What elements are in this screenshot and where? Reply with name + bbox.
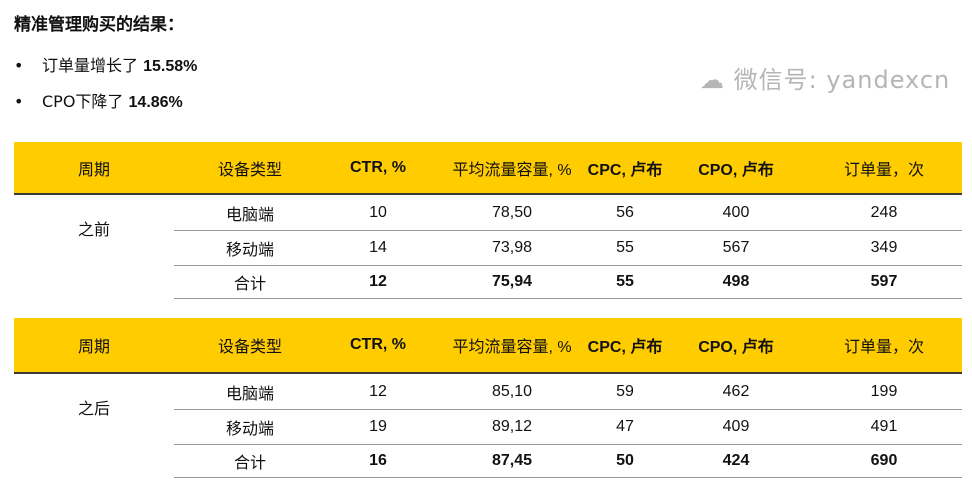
column-header: 订单量，次: [843, 161, 924, 179]
table-header: 周期 设备类型 CTR, % 平均流量容量, % CPC, 卢布 CPO, 卢布 订单量，次: [14, 318, 962, 374]
column-header: 平均流量容量, %: [452, 161, 572, 179]
table-cell: 19: [369, 418, 387, 435]
column-header: CTR, %: [350, 158, 406, 176]
table-cell: 56: [616, 203, 634, 221]
table-cell: 合计: [233, 455, 266, 472]
table-cell: 400: [722, 203, 750, 221]
table-cell: 12: [369, 382, 387, 400]
table-cell: 16: [369, 452, 387, 469]
table-cell: 349: [870, 239, 898, 256]
wechat-watermark: ☁ 微信号: yandexcn: [700, 60, 950, 95]
table-header: 周期 设备类型 CTR, % 平均流量容量, % CPC, 卢布 CPO, 卢布 订单量，次: [14, 142, 962, 195]
table-cell: 597: [870, 273, 898, 290]
table-cell: 462: [722, 382, 750, 400]
bullet-cpo: • CPO下降了 14.86%: [14, 88, 183, 112]
table-cell: 424: [722, 452, 750, 469]
table-row: 移动端 19 89,12 47 409 491: [174, 410, 962, 445]
table-cell: 55: [616, 239, 634, 256]
table-cell: 89,12: [491, 418, 533, 435]
bullet-text: 订单量增长了: [42, 56, 144, 75]
table-cell: 87,45: [491, 452, 533, 469]
bullet-dot: •: [14, 92, 24, 111]
table-cell: 14: [369, 239, 387, 256]
table-cell: 199: [870, 382, 898, 400]
table-cell: 491: [870, 418, 898, 435]
table-cell: 85,10: [491, 382, 533, 400]
table-cell: 75,94: [491, 273, 533, 290]
table-cell: 12: [369, 273, 387, 290]
bullet-orders: • 订单量增长了 15.58%: [14, 52, 197, 76]
column-header: CPC, 卢布: [587, 161, 663, 179]
period-label: 之前: [77, 219, 110, 239]
table-row: 电脑端 10 78,50 56 400 248: [174, 195, 962, 231]
table-cell: 498: [722, 273, 750, 290]
table-cell: 409: [722, 418, 750, 435]
column-header: 周期: [77, 339, 110, 356]
table-cell: 电脑端: [225, 385, 274, 403]
table-row: 合计 12 75,94 55 498 597: [174, 266, 962, 299]
results-table-before: 周期 设备类型 CTR, % 平均流量容量, % CPC, 卢布 CPO, 卢布 订单量，次…: [14, 142, 962, 299]
column-header: CTR, %: [350, 336, 406, 353]
table-cell: 690: [870, 452, 898, 469]
table-cell: 567: [722, 239, 750, 256]
table-row: 合计 16 87,45 50 424 690: [174, 445, 962, 478]
watermark-text: 微信号: yandexcn: [733, 66, 951, 94]
column-header: 周期: [77, 161, 110, 179]
column-header: CPO, 卢布: [698, 161, 774, 179]
table-row: 电脑端 12 85,10 59 462 199: [174, 374, 962, 410]
results-table-after: 周期 设备类型 CTR, % 平均流量容量, % CPC, 卢布 CPO, 卢布 订单量，次…: [14, 318, 962, 478]
table-cell: 移动端: [225, 242, 274, 259]
table-cell: 59: [616, 382, 634, 400]
table-cell: 合计: [233, 276, 266, 293]
table-row: 移动端 14 73,98 55 567 349: [174, 231, 962, 266]
bullet-value: 14.86%: [128, 94, 183, 111]
table-cell: 电脑端: [225, 206, 274, 224]
table-cell: 55: [616, 273, 634, 290]
column-header: 设备类型: [217, 161, 282, 179]
column-header: 平均流量容量, %: [452, 339, 572, 356]
table-cell: 移动端: [225, 421, 274, 438]
column-header: CPO, 卢布: [698, 339, 774, 356]
column-header: 设备类型: [217, 339, 282, 356]
table-cell: 78,50: [491, 203, 533, 221]
column-header: 订单量，次: [843, 339, 924, 356]
table-cell: 73,98: [491, 239, 533, 256]
wechat-icon: ☁: [700, 66, 725, 94]
table-cell: 10: [369, 203, 387, 221]
bullet-text: CPO下降了: [42, 92, 129, 111]
column-header: CPC, 卢布: [587, 339, 663, 356]
page-title: 精准管理购买的结果：: [14, 15, 184, 35]
bullet-value: 15.58%: [143, 58, 198, 75]
table-cell: 248: [870, 203, 898, 221]
bullet-dot: •: [14, 56, 24, 75]
table-cell: 50: [616, 452, 634, 469]
period-label: 之后: [77, 398, 110, 418]
table-cell: 47: [616, 418, 634, 435]
